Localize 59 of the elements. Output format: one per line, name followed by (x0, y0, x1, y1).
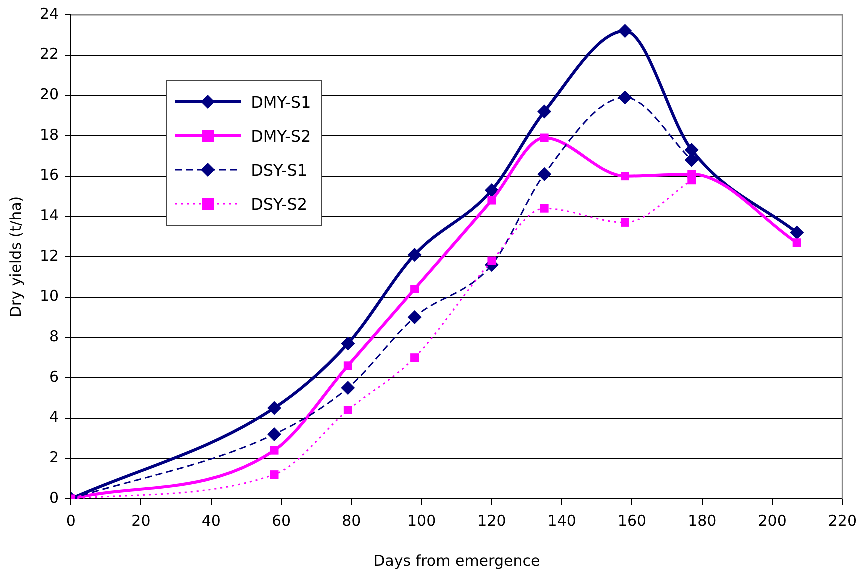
y-tick-label: 4 (50, 408, 60, 426)
point (688, 176, 696, 185)
point (344, 406, 352, 415)
point (270, 446, 279, 455)
point (538, 167, 552, 182)
point (268, 427, 282, 442)
y-tick-label: 22 (40, 45, 60, 64)
point (488, 196, 496, 205)
point (408, 310, 422, 324)
y-axis-title: Dry yields (t/ha) (6, 196, 25, 318)
y-tick-label: 20 (40, 86, 60, 104)
point (618, 24, 632, 38)
x-tick-label: 60 (272, 512, 292, 530)
y-tick-label: 2 (50, 448, 60, 467)
y-tick-label: 8 (50, 328, 60, 346)
x-tick-label: 40 (202, 512, 221, 530)
x-tick-label: 180 (688, 512, 717, 530)
legend-label: DSY-S2 (251, 194, 308, 214)
y-tick-label: 24 (40, 4, 60, 23)
x-tick-label: 140 (548, 512, 576, 530)
point (540, 204, 549, 213)
point (410, 354, 420, 362)
y-tick-label: 0 (50, 488, 60, 507)
x-tick-label: 80 (342, 512, 362, 530)
point (344, 362, 352, 370)
point (341, 381, 356, 396)
x-tick-label: 20 (132, 512, 151, 530)
legend-label: DMY-S1 (251, 92, 312, 112)
x-tick-label: 0 (66, 512, 76, 530)
point (410, 285, 420, 294)
x-tick-label: 100 (407, 512, 436, 530)
x-tick-label: 200 (758, 512, 787, 530)
y-tick-label: 10 (40, 287, 60, 306)
point (540, 134, 549, 142)
point (488, 256, 496, 266)
point (684, 153, 699, 168)
point (270, 470, 279, 480)
x-tick-label: 120 (478, 512, 506, 530)
point (341, 336, 356, 351)
point (620, 172, 630, 181)
y-tick-label: 12 (40, 246, 60, 265)
x-axis-title: Days from emergence (374, 552, 540, 570)
point (620, 218, 630, 227)
legend-label: DMY-S2 (251, 126, 312, 146)
point (790, 226, 804, 240)
point (408, 248, 422, 262)
legend-label: DSY-S1 (251, 160, 308, 180)
point (538, 104, 552, 119)
point (684, 143, 699, 158)
point (268, 401, 282, 416)
point (618, 90, 632, 105)
y-tick-label: 14 (40, 206, 60, 225)
x-tick-label: 160 (618, 512, 647, 530)
point (792, 238, 802, 248)
y-tick-label: 16 (40, 166, 60, 184)
y-tick-label: 18 (40, 126, 60, 144)
point (484, 183, 499, 198)
y-tick-label: 6 (50, 368, 60, 386)
x-tick-label: 220 (828, 512, 858, 530)
